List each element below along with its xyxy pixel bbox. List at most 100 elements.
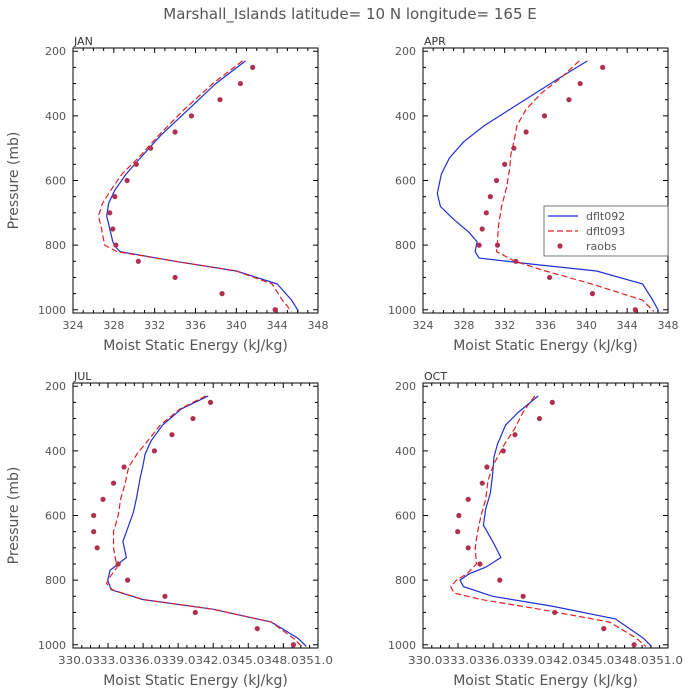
legend-label: dflt092 bbox=[586, 210, 625, 223]
raobs-point bbox=[632, 307, 638, 313]
raobs-point bbox=[190, 415, 196, 422]
raobs-point bbox=[124, 177, 130, 184]
y-tick-label: 200 bbox=[395, 380, 416, 393]
raobs-point bbox=[110, 480, 117, 486]
plot-frame bbox=[422, 47, 669, 314]
y-tick-label: 600 bbox=[45, 510, 66, 523]
x-axis-label: Moist Static Energy (kJ/kg) bbox=[103, 673, 288, 689]
series-line-dflt092 bbox=[436, 60, 660, 312]
raobs-point bbox=[497, 577, 503, 583]
raobs-point bbox=[254, 626, 260, 632]
y-tick-label: 1000 bbox=[38, 304, 66, 317]
raobs-point bbox=[188, 113, 195, 119]
x-tick-label: 42.03 bbox=[553, 654, 587, 667]
x-axis-label: Moist Static Energy (kJ/kg) bbox=[453, 338, 638, 354]
x-tick-label: 324 bbox=[63, 319, 84, 332]
x-tick-labels: 330.03 33.03 36.03 39.03 42.03 45.03 48.03 51.0 bbox=[408, 654, 683, 667]
raobs-point bbox=[536, 415, 543, 422]
raobs-point bbox=[523, 129, 529, 135]
raobs-point bbox=[112, 194, 118, 200]
x-axis-label: Moist Static Energy (kJ/kg) bbox=[453, 673, 638, 689]
raobs-point bbox=[502, 161, 508, 167]
x-tick-label: 33.03 bbox=[100, 654, 134, 667]
x-tick-label: 39.03 bbox=[519, 654, 553, 667]
raobs-point bbox=[219, 291, 225, 297]
raobs-point bbox=[272, 307, 278, 313]
raobs-point bbox=[465, 545, 471, 551]
y-tick-label: 800 bbox=[45, 574, 66, 587]
x-tick-label: 344 bbox=[267, 319, 288, 332]
x-axis-label: Moist Static Energy (kJ/kg) bbox=[103, 338, 288, 354]
x-tick-label: 340 bbox=[576, 319, 597, 332]
raobs-point bbox=[476, 242, 482, 248]
raobs-point bbox=[135, 258, 141, 264]
raobs-point bbox=[589, 291, 596, 297]
series-line-dflt092 bbox=[106, 60, 300, 312]
y-tick-label: 200 bbox=[45, 380, 66, 393]
figure-title: Marshall_Islands latitude= 10 N longitud… bbox=[163, 5, 536, 24]
x-tick-label: 344 bbox=[617, 319, 638, 332]
raobs-point bbox=[133, 161, 139, 167]
raobs-point bbox=[91, 512, 97, 519]
raobs-point bbox=[91, 529, 97, 535]
series-line-dflt092 bbox=[459, 395, 653, 647]
panel-title: JUL bbox=[73, 370, 92, 383]
raobs-point bbox=[192, 609, 198, 616]
raobs-point bbox=[217, 97, 223, 103]
y-tick-label: 800 bbox=[45, 239, 66, 252]
x-tick-label: 36.03 bbox=[484, 654, 518, 667]
x-tick-label: 328 bbox=[453, 319, 474, 332]
panel-jul: JUL 330.03 33.03 36.03 39.03 42.03 45.03 48.03 5… bbox=[6, 370, 333, 689]
y-tick-label: 200 bbox=[45, 45, 66, 58]
raobs-point bbox=[100, 496, 106, 502]
y-tick-label: 1000 bbox=[388, 639, 416, 652]
y-axis-label: Pressure (mb) bbox=[6, 132, 22, 230]
legend-label: dflt093 bbox=[586, 225, 625, 238]
y-tick-label: 600 bbox=[395, 510, 416, 523]
panel-apr: APR 324 328 332 336 340 344 348 200 400 600 800 1000… bbox=[388, 35, 679, 354]
x-tick-label: 48.03 bbox=[272, 654, 306, 667]
raobs-point bbox=[115, 561, 121, 567]
x-tick-label: 330.03 bbox=[58, 654, 100, 667]
x-tick-label: 332 bbox=[144, 319, 165, 332]
x-tick-label: 348 bbox=[308, 319, 329, 332]
raobs-point bbox=[456, 512, 462, 519]
y-axis-label: Pressure (mb) bbox=[6, 467, 22, 565]
raobs-point bbox=[121, 464, 127, 470]
raobs-point bbox=[147, 145, 154, 151]
y-tick-label: 400 bbox=[395, 110, 416, 123]
series-line-dflt093 bbox=[495, 60, 655, 312]
x-tick-label: 336 bbox=[535, 319, 556, 332]
x-tick-label: 332 bbox=[494, 319, 515, 332]
raobs-point bbox=[483, 210, 489, 216]
x-tick-label: 340 bbox=[226, 319, 247, 332]
x-tick-label: 51.0 bbox=[306, 654, 333, 667]
raobs-point bbox=[566, 97, 572, 103]
raobs-point bbox=[577, 80, 583, 87]
x-tick-label: 348 bbox=[658, 319, 679, 332]
raobs-point bbox=[600, 64, 606, 70]
x-tick-label: 45.03 bbox=[588, 654, 622, 667]
raobs-point bbox=[290, 642, 297, 648]
raobs-point bbox=[107, 210, 113, 216]
legend-box bbox=[543, 205, 669, 257]
raobs-point bbox=[493, 177, 500, 184]
raobs-point bbox=[479, 480, 485, 486]
y-tick-label: 600 bbox=[395, 175, 416, 188]
panel-title: OCT bbox=[424, 370, 447, 383]
plot-frame bbox=[72, 382, 319, 649]
raobs-point bbox=[631, 642, 637, 648]
x-tick-label: 336 bbox=[185, 319, 206, 332]
raobs-point bbox=[465, 496, 471, 502]
x-tick-label: 48.03 bbox=[622, 654, 656, 667]
panel-oct: OCT 330.03 33.03 36.03 39.03 42.03 45.03 48.03 5… bbox=[388, 370, 683, 689]
raobs-point bbox=[172, 129, 178, 135]
raobs-point bbox=[511, 145, 517, 151]
plot-frame bbox=[72, 47, 319, 314]
x-tick-label: 42.03 bbox=[203, 654, 237, 667]
raobs-point bbox=[250, 64, 256, 70]
raobs-point bbox=[484, 464, 490, 470]
x-tick-label: 36.03 bbox=[134, 654, 168, 667]
panel-title: APR bbox=[424, 35, 446, 48]
